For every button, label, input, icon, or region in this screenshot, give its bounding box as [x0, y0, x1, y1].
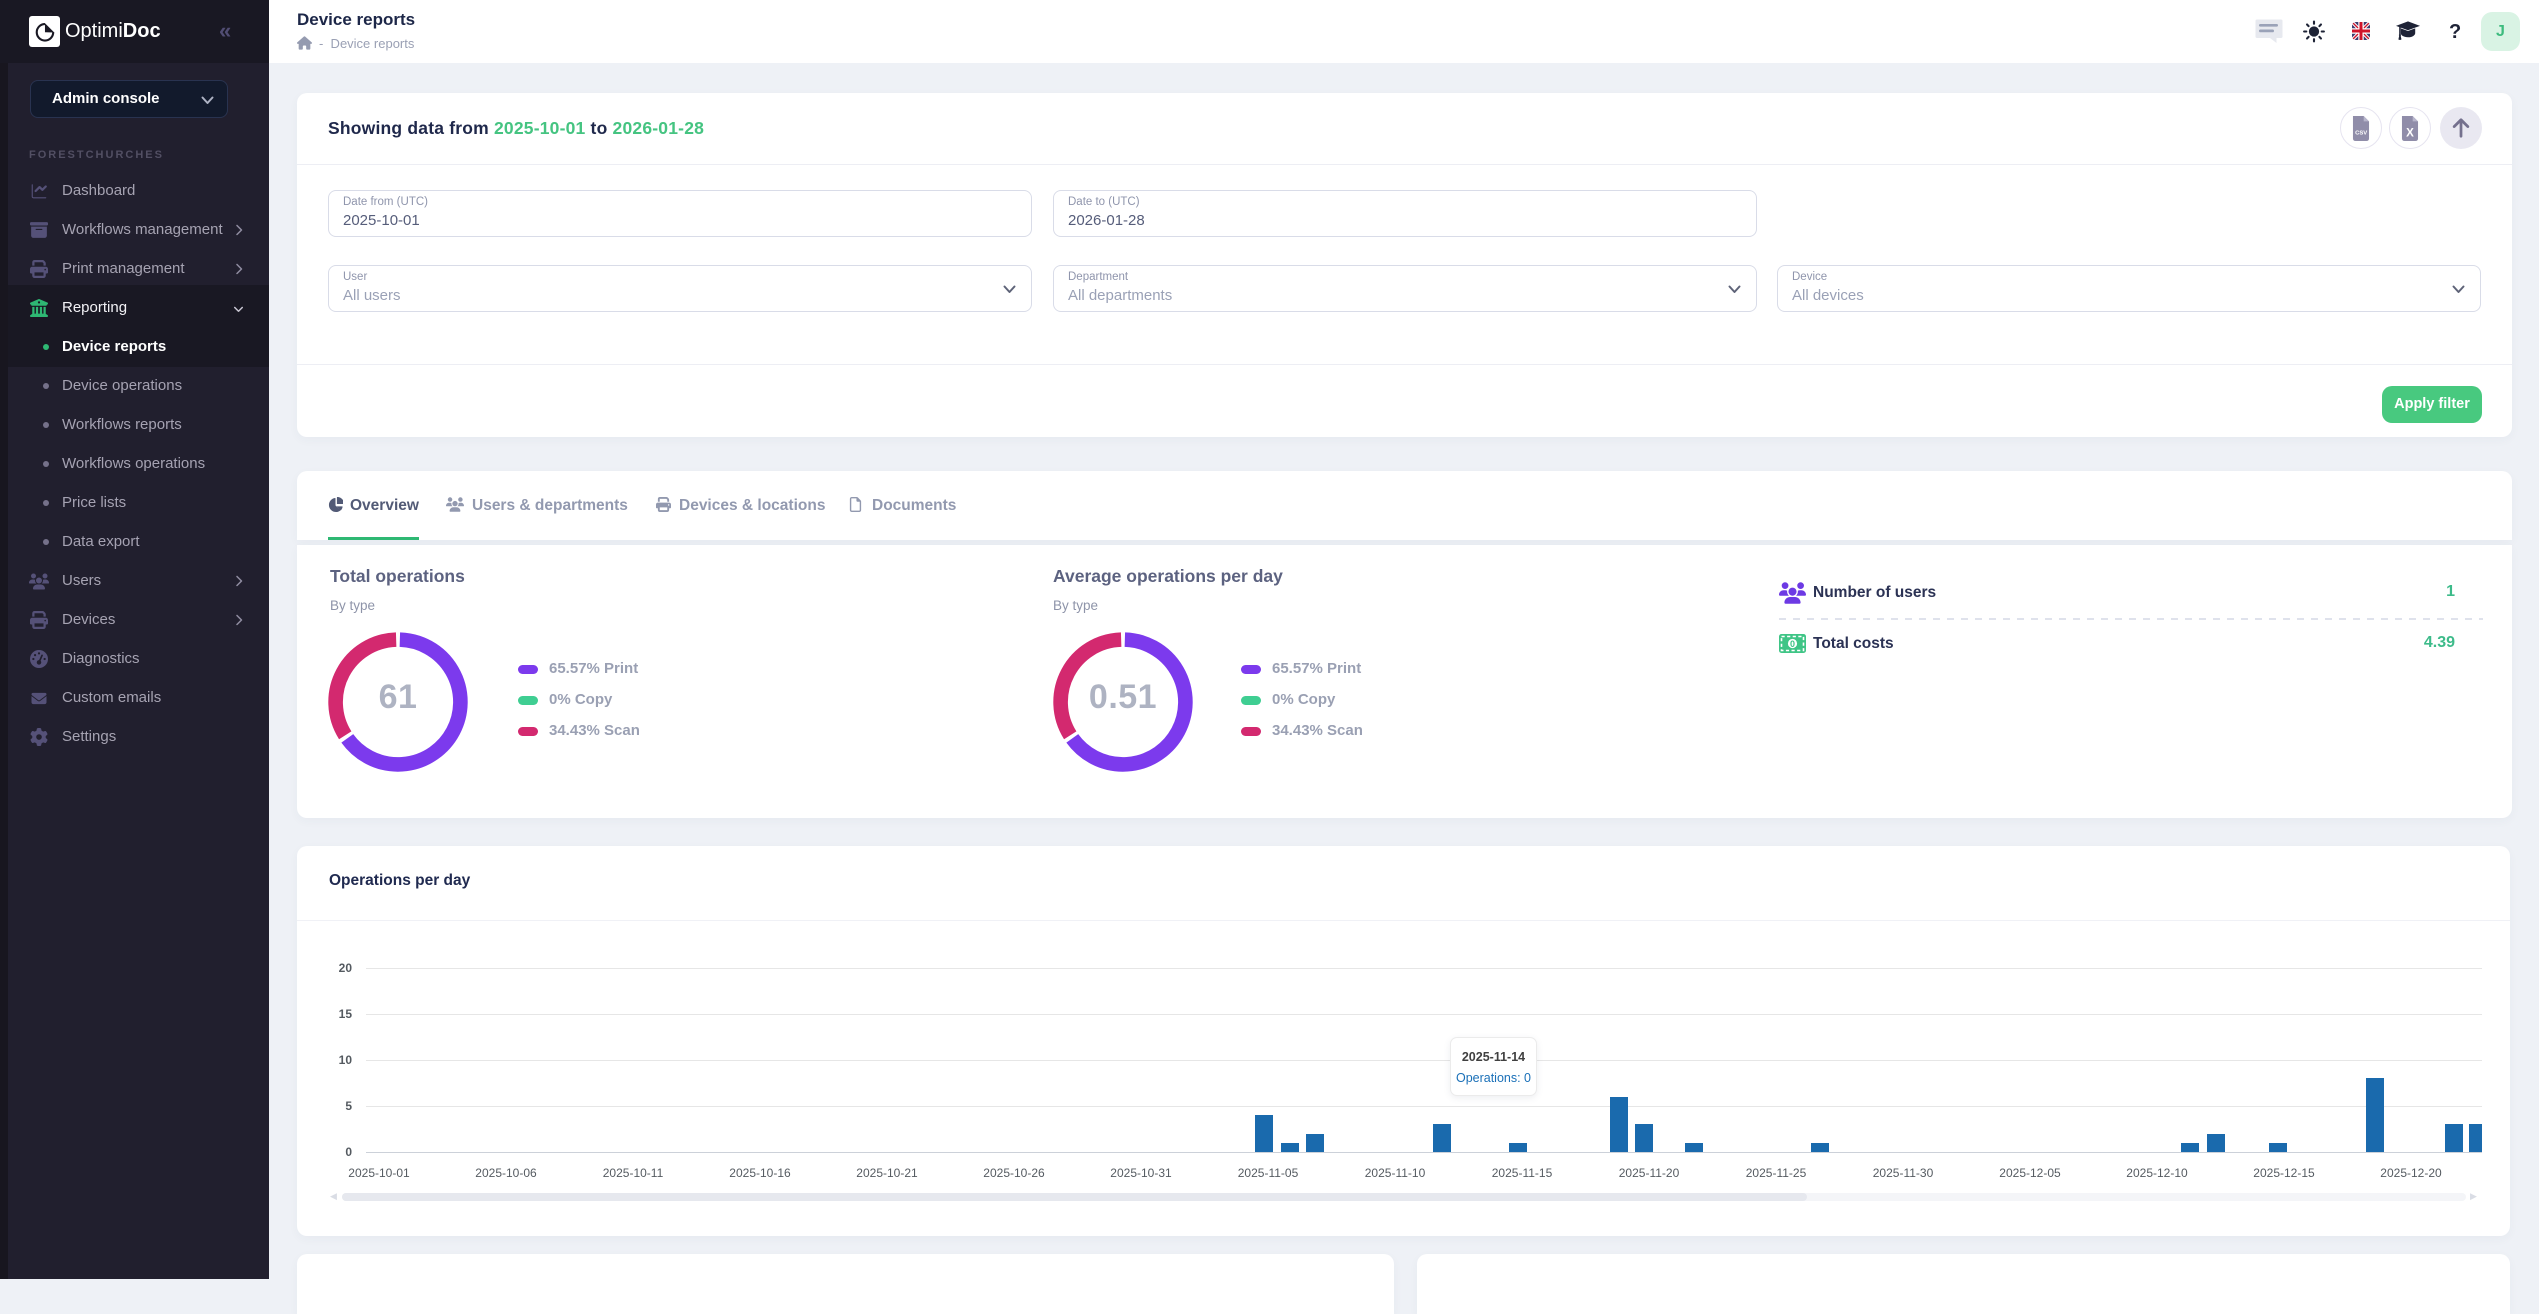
svg-text:X: X: [2406, 126, 2414, 139]
svg-text:0: 0: [1790, 639, 1795, 649]
svg-text:CSV: CSV: [2355, 130, 2367, 136]
